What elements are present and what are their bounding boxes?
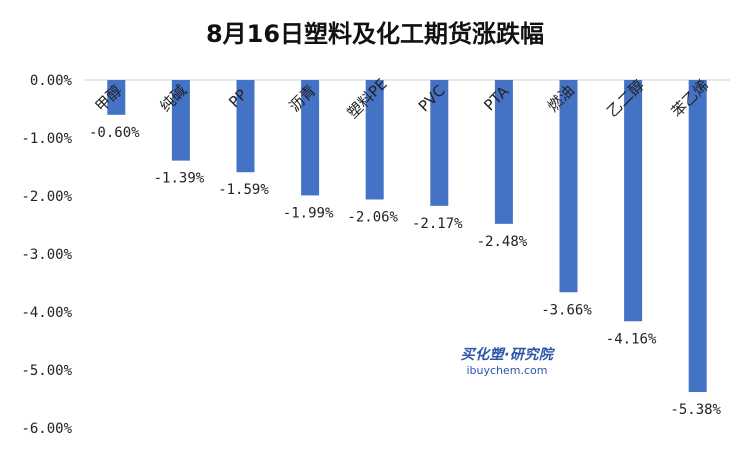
y-tick-label: -3.00% — [21, 247, 72, 263]
watermark-logo: 买化塑·研究院 ibuychem.com — [452, 344, 562, 377]
bar — [494, 80, 513, 224]
chart-title: 8月16日塑料及化工期货涨跌幅 — [205, 20, 545, 48]
bar — [624, 80, 643, 322]
y-tick-label: -1.00% — [21, 131, 72, 147]
data-label: -2.17% — [412, 216, 463, 232]
data-label: -4.16% — [606, 331, 657, 347]
y-tick-label: -2.00% — [21, 189, 72, 205]
data-label: -0.60% — [89, 125, 140, 141]
data-label: -1.59% — [218, 182, 269, 198]
data-label: -5.38% — [670, 402, 721, 418]
bar — [365, 80, 384, 200]
y-tick-label: 0.00% — [30, 73, 73, 89]
y-tick-label: -5.00% — [21, 363, 72, 379]
bar — [236, 80, 255, 173]
y-tick-label: -4.00% — [21, 305, 72, 321]
watermark-text-en: ibuychem.com — [466, 364, 548, 377]
watermark-text-cn: 买化塑·研究院 — [460, 347, 554, 363]
bar — [688, 80, 707, 393]
data-label: -2.48% — [477, 234, 528, 250]
bar — [171, 80, 190, 161]
y-tick-label: -6.00% — [21, 421, 72, 437]
bar — [301, 80, 320, 196]
data-label: -2.06% — [347, 209, 398, 225]
bar — [430, 80, 449, 206]
bar — [559, 80, 578, 293]
bar — [107, 80, 126, 115]
data-label: -1.39% — [154, 171, 205, 187]
data-label: -3.66% — [541, 302, 592, 318]
data-label: -1.99% — [283, 205, 334, 221]
